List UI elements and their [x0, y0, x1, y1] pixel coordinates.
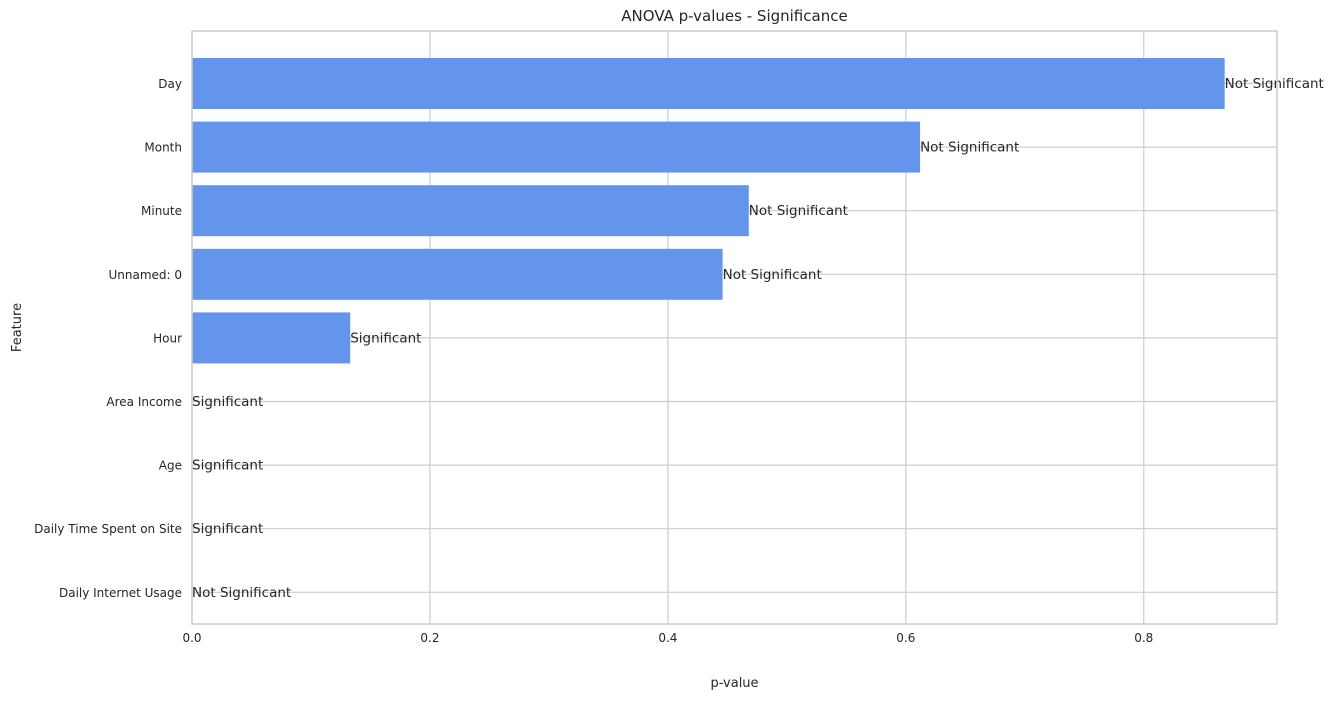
bar-data-label: Not Significant: [723, 267, 822, 283]
x-tick-label: 0.6: [896, 631, 915, 645]
bar-data-label: Significant: [192, 521, 263, 537]
grid-layer: [191, 31, 1277, 624]
bar: [192, 185, 749, 237]
chart-title: ANOVA p-values - Significance: [621, 7, 847, 25]
y-tick-label: Minute: [141, 204, 182, 218]
bar-data-label: Significant: [192, 394, 263, 410]
y-tick-label: Hour: [153, 331, 182, 345]
y-axis-label: Feature: [10, 303, 25, 352]
y-tick-label: Area Income: [106, 395, 182, 409]
bar: [192, 248, 723, 300]
tick-layer: 0.0 0.2 0.4 0.6 0.8 Day Month Minute Unnamed: 0 H…: [34, 77, 1153, 645]
bar-data-label: Not Significant: [192, 585, 291, 601]
x-axis-label: p-value: [710, 676, 758, 691]
bar: [192, 58, 1225, 109]
bar-data-label: Significant: [350, 330, 421, 346]
bar-data-label: Not Significant: [920, 140, 1019, 156]
bar: [192, 121, 921, 173]
bar: [192, 312, 351, 364]
y-tick-label: Day: [158, 77, 182, 91]
y-tick-label: Daily Time Spent on Site: [34, 522, 182, 536]
y-tick-label: Daily Internet Usage: [59, 586, 182, 600]
bar-data-label: Not Significant: [1225, 76, 1324, 92]
x-tick-label: 0.8: [1134, 631, 1153, 645]
data-label-layer: Not Significant Not Significant Not Signif…: [192, 76, 1324, 601]
plot-frame: [191, 30, 1278, 625]
bar-layer: [192, 58, 1225, 364]
bar-data-label: Significant: [192, 458, 263, 474]
x-tick-label: 0.0: [182, 631, 201, 645]
x-tick-label: 0.2: [420, 631, 439, 645]
y-tick-label: Unnamed: 0: [108, 268, 182, 282]
y-tick-label: Month: [144, 141, 182, 155]
y-tick-label: Age: [159, 459, 182, 473]
bar-data-label: Not Significant: [749, 203, 848, 219]
x-tick-label: 0.4: [658, 631, 677, 645]
